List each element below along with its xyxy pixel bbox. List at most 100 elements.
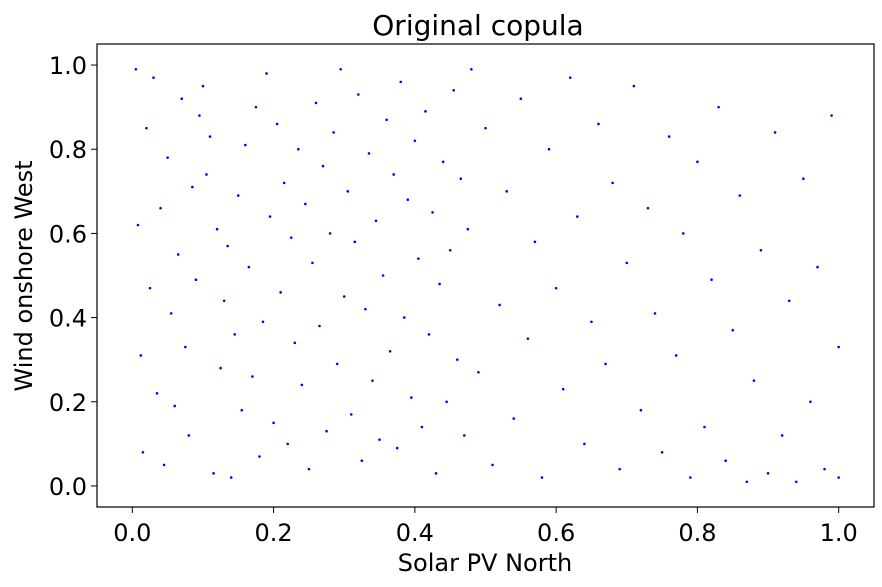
data-point [307,467,311,471]
data-point [247,265,251,269]
data-point [357,93,360,96]
data-point [173,404,176,408]
data-point [660,450,664,454]
data-point [618,467,622,471]
data-point [254,105,258,109]
data-point [258,455,261,458]
data-point [219,366,222,370]
data-point [297,147,300,151]
data-point [431,211,434,214]
data-point [349,413,353,416]
data-point [198,114,201,117]
data-point [314,101,318,105]
data-point [392,173,395,176]
data-point [738,194,742,197]
x-tick-label: 1.0 [820,519,858,547]
data-point [448,248,452,252]
y-tick-label: 0.8 [49,136,87,164]
data-point [639,408,643,412]
data-point [321,164,325,168]
data-point [674,354,678,357]
x-axis-label: Solar PV North [398,549,572,577]
data-point [289,236,293,239]
data-point [374,219,378,223]
y-tick-label: 1.0 [49,52,87,80]
scatter-points [134,67,840,484]
data-point [286,442,290,446]
data-point [710,278,713,282]
x-tick-label: 0.8 [678,519,716,547]
data-point [251,375,254,378]
data-point [139,354,143,357]
data-point [512,417,516,420]
data-point [837,476,840,479]
data-point [547,147,551,151]
data-point [385,118,388,122]
data-point [795,480,798,484]
data-point [378,438,381,441]
data-point [205,173,208,176]
data-point [498,303,501,307]
data-point [780,434,784,437]
data-point [229,476,233,479]
data-point [145,126,148,130]
data-point [335,362,339,366]
data-point [837,345,840,349]
data-point [773,131,777,134]
chart-title: Original copula [372,9,583,42]
data-point [134,67,138,71]
data-point [491,463,494,467]
data-point [667,135,671,138]
data-point [388,349,392,353]
data-point [183,345,187,349]
data-point [293,341,297,345]
data-point [752,379,756,383]
data-point [191,185,194,189]
data-point [830,114,833,117]
plot-area-frame [96,43,875,508]
data-point [470,67,473,71]
data-point [427,333,431,336]
data-point [212,472,215,475]
data-point [554,286,558,290]
data-point [148,286,152,290]
data-point [395,446,399,450]
data-point [568,76,572,79]
data-point [823,467,826,471]
data-point [632,84,636,88]
data-point [455,358,459,361]
data-point [505,190,508,193]
data-point [304,202,307,206]
data-point [311,261,314,265]
data-point [696,160,699,164]
data-point [176,253,180,256]
data-point [477,371,480,374]
data-point [371,379,374,383]
data-point [244,143,247,147]
data-point [275,122,279,126]
data-point [136,223,140,227]
data-point [399,80,403,84]
data-point [724,459,727,463]
data-point [318,324,321,328]
data-point [646,206,650,210]
data-point [625,261,629,265]
data-point [282,181,286,185]
data-point [381,274,385,277]
data-point [325,429,328,433]
x-tick-label: 0.4 [396,519,434,547]
data-point [413,139,417,143]
data-point [717,105,720,109]
y-axis-label: Wind onshore West [10,161,38,392]
data-point [597,122,600,126]
data-point [159,206,162,210]
data-point [759,248,763,252]
data-point [328,232,332,235]
data-point [187,434,191,437]
data-point [576,215,579,218]
data-point [332,131,335,134]
data-point [353,240,357,244]
data-point [236,194,240,197]
data-point [519,97,523,101]
